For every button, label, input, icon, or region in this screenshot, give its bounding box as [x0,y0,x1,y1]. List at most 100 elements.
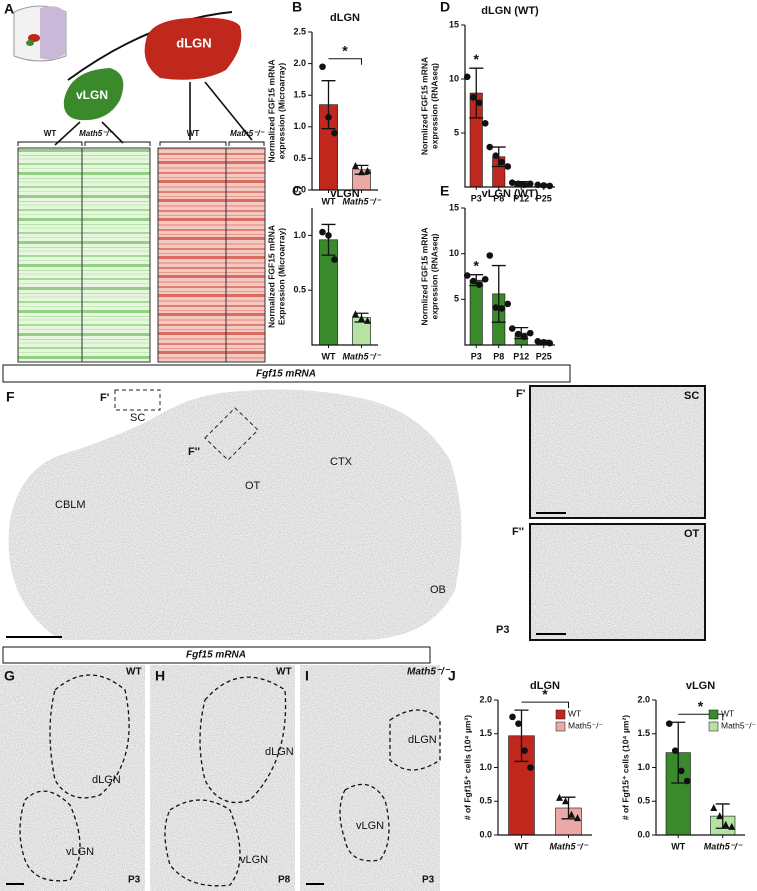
data-point [352,310,359,318]
data-point [319,63,326,71]
legend-swatch [555,721,566,732]
region-label: dLGN [176,35,211,50]
error-bar [514,709,529,763]
y-tick-label: 2.0 [293,58,306,68]
y-axis-label: # of Fgf15⁺ cells (10⁴ µm²) [462,715,472,820]
bar [469,279,483,346]
data-point [325,232,332,239]
data-point [515,720,522,727]
y-axis-label: Expression (Microarray) [276,228,286,325]
error-bar [671,721,686,784]
data-point [498,158,506,166]
axes [311,32,378,191]
heatmap [17,147,151,363]
section-label: dLGN [92,774,121,786]
axes [655,700,745,836]
y-axis-label: Normalized FGF15 mRNA [266,225,276,328]
error-bar [321,80,336,130]
legend-swatch [555,709,566,720]
brackets [17,141,265,146]
data-point [526,329,534,337]
section-label: SC [130,412,145,424]
data-point [498,305,506,312]
y-axis-label: Normlized FGF15 mRNA [419,227,429,325]
data-point [481,275,489,283]
chart-title: vLGN (WT) [482,188,539,200]
data-point [481,119,489,127]
inset-label: F' [516,388,526,400]
region-label: vLGN [76,88,108,102]
panel-label: B [292,0,302,15]
y-tick-label: 0.0 [479,829,492,839]
x-tick-label: Math5⁻/⁻ [704,841,743,851]
y-tick-label: 5 [454,127,459,137]
error-bar [469,67,484,119]
x-tick-label: WT [322,196,336,206]
chart-title: dLGN (WT) [481,5,539,17]
significance-bracket [328,58,362,65]
inset-label: SC [684,390,699,402]
data-point [728,822,736,830]
x-tick-label: Math5⁻/⁻ [342,196,381,206]
section-label: P3 [496,624,509,636]
x-tick-label: P25 [536,193,552,203]
significance-bracket [678,713,724,721]
section-label: vLGN [66,846,94,858]
y-tick-label: 10 [449,248,459,258]
data-point [722,820,730,828]
y-axis-label: expression (Microarray) [276,63,286,160]
data-point [325,114,332,121]
legend-swatch [708,721,719,732]
chart-title: vLGN [330,188,359,200]
data-point [556,793,563,801]
data-point [665,720,673,727]
error-bar [715,803,730,829]
section-label: P3 [128,875,141,886]
x-tick-label: WT [515,841,529,851]
data-point [331,129,338,137]
y-axis-label: # of Fgf15⁺ cells (10⁴ µm²) [620,715,630,820]
y-tick-label: 1.0 [479,762,492,772]
legend-label: WT [721,708,734,718]
data-point [514,180,522,188]
panel-label: C [292,183,302,199]
section-label: vLGN [240,854,268,866]
heatmap-label: Math5⁻/⁻ [230,129,265,138]
data-point [492,152,500,159]
y-tick-label: 2.5 [293,26,306,36]
section-label: P3 [422,875,435,886]
y-tick-label: 15 [449,202,459,212]
section-label: OT [245,480,261,492]
section-label: F' [100,392,110,404]
chart-title: dLGN [330,12,360,24]
heatmap-label: WT [187,129,200,138]
axes [311,208,378,346]
y-tick-label: 1.5 [293,90,306,100]
panel-label: I [305,668,309,684]
y-axis-label: expression (RNAseq) [429,233,439,319]
dlgn-shape [144,17,242,80]
section-label: dLGN [408,734,437,746]
banner-text: Fgf15 mRNA [256,369,316,380]
y-tick-label: 0.0 [293,184,306,194]
data-point [492,304,500,311]
y-tick-label: 0.5 [479,796,492,806]
y-axis-label: expression (RNAseq) [429,63,439,149]
significance-label: * [542,686,548,702]
significance-label: * [474,257,480,273]
x-tick-label: P8 [493,193,504,203]
panel-label: D [440,0,450,15]
data-point [527,764,534,771]
y-tick-label: 0.0 [637,829,650,839]
data-point [710,804,718,811]
data-point [526,180,534,188]
section-label: WT [276,667,292,678]
data-point [469,277,477,285]
x-tick-label: WT [322,351,336,361]
data-point [469,94,477,101]
data-point [504,163,512,170]
legend-label: Math5⁻/⁻ [721,720,756,730]
data-point [504,300,512,308]
data-point [331,256,338,263]
x-tick-label: P8 [493,351,504,361]
